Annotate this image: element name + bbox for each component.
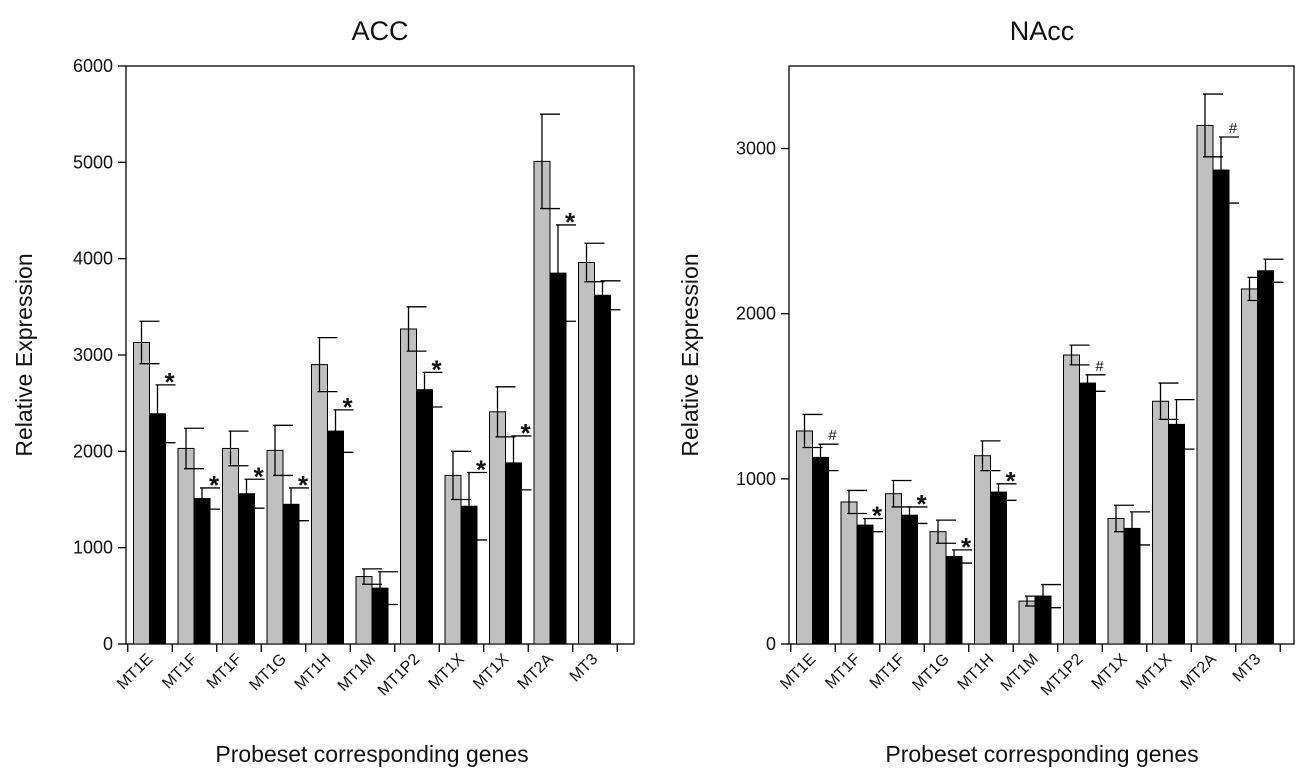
acc-bar	[193, 498, 211, 645]
nacc-y-tick-label: 0	[766, 634, 776, 654]
nacc-bar	[1152, 400, 1169, 645]
acc-y-tick-label: 3000	[73, 345, 113, 365]
nacc-bar	[1168, 423, 1185, 645]
nacc-significance-mark: *	[872, 500, 883, 530]
nacc-bar	[885, 493, 902, 645]
nacc-bar	[1107, 517, 1125, 645]
acc-bar	[133, 341, 150, 645]
acc-significance-mark: *	[565, 207, 576, 237]
nacc-category-label: MT3	[1230, 651, 1265, 686]
acc-significance-mark: *	[253, 461, 264, 491]
nacc-bar	[1018, 600, 1036, 645]
acc-category-label: MT2A	[515, 651, 557, 693]
nacc-panel: NAcc Relative Expression Probeset correspo…	[677, 16, 1295, 767]
acc-significance-mark: *	[342, 392, 353, 422]
nacc-category-label: MT1F	[822, 651, 864, 693]
acc-bar	[311, 364, 328, 645]
acc-title: ACC	[351, 16, 408, 46]
acc-y-tick-label: 2000	[73, 441, 113, 461]
nacc-y-tick-label: 1000	[736, 469, 776, 489]
acc-category-label: MT3	[567, 651, 602, 686]
nacc-y-tick-label: 3000	[736, 139, 776, 159]
acc-significance-mark: *	[520, 418, 531, 448]
nacc-bar	[840, 501, 858, 645]
nacc-category-label: MT1G	[909, 651, 952, 694]
nacc-bar	[901, 514, 918, 645]
acc-panel: ACC Relative Expression Probeset correspon…	[11, 16, 635, 767]
nacc-category-label: MT1X	[1089, 651, 1131, 693]
acc-y-axis-label: Relative Expression	[11, 253, 37, 456]
nacc-bar	[1212, 169, 1230, 645]
nacc-y-axis-label: Relative Expression	[677, 253, 703, 456]
acc-significance-mark: *	[431, 354, 442, 384]
nacc-bar	[1241, 288, 1258, 645]
acc-significance-mark: *	[209, 470, 220, 500]
acc-y-tick-label: 0	[103, 634, 113, 654]
acc-bar	[238, 493, 255, 645]
acc-category-label: MT1P2	[375, 651, 424, 700]
nacc-category-label: MT2A	[1178, 651, 1220, 693]
acc-category-label: MT1H	[292, 651, 335, 694]
nacc-bar	[812, 456, 829, 645]
acc-bar	[355, 576, 373, 645]
nacc-significance-mark: *	[1005, 466, 1016, 496]
nacc-significance-mark: #	[1095, 358, 1104, 375]
acc-y-tick-label: 5000	[73, 152, 113, 172]
acc-y-tick-label: 1000	[73, 538, 113, 558]
acc-bar	[549, 272, 567, 645]
nacc-bar	[974, 455, 991, 645]
acc-bar	[400, 328, 417, 645]
acc-category-label: MT1X	[470, 651, 512, 693]
nacc-significance-mark: *	[916, 489, 927, 519]
nacc-bar	[929, 531, 947, 645]
nacc-category-label: MT1F	[867, 651, 909, 693]
acc-category-label: MT1F	[159, 651, 201, 693]
acc-bar	[444, 474, 462, 645]
nacc-bar	[990, 491, 1007, 645]
acc-bar	[533, 160, 551, 645]
nacc-y-tick-label: 2000	[736, 304, 776, 324]
acc-significance-mark: *	[298, 470, 309, 500]
nacc-significance-mark: *	[961, 532, 972, 562]
nacc-category-label: MT1P2	[1038, 651, 1087, 700]
nacc-bar	[1079, 382, 1096, 645]
acc-category-label: MT1M	[335, 651, 379, 695]
acc-y-tick-label: 4000	[73, 249, 113, 269]
acc-bar	[416, 389, 433, 645]
acc-bar	[177, 447, 195, 645]
acc-y-tick-label: 6000	[73, 56, 113, 76]
nacc-category-label: MT1M	[998, 651, 1042, 695]
nacc-bar	[1063, 354, 1080, 645]
acc-bar	[327, 430, 344, 645]
acc-bar	[282, 503, 300, 645]
acc-significance-mark: *	[476, 455, 487, 485]
nacc-bar	[1257, 270, 1274, 645]
acc-significance-mark: *	[164, 367, 175, 397]
acc-category-label: MT1X	[426, 651, 468, 693]
nacc-bar	[856, 524, 874, 645]
nacc-title: NAcc	[1010, 16, 1075, 46]
acc-bar	[149, 413, 166, 645]
nacc-significance-mark: #	[1229, 120, 1238, 137]
nacc-bar	[1123, 527, 1141, 645]
nacc-bar	[796, 430, 813, 645]
acc-bar	[578, 262, 595, 645]
nacc-category-label: MT1X	[1133, 651, 1175, 693]
nacc-significance-mark: #	[828, 427, 837, 444]
nacc-x-axis-label: Probeset corresponding genes	[885, 741, 1198, 767]
acc-category-label: MT1F	[204, 651, 246, 693]
acc-category-label: MT1G	[246, 651, 289, 694]
nacc-bar	[1196, 124, 1214, 645]
acc-category-label: MT1E	[114, 651, 156, 693]
nacc-category-label: MT1E	[777, 651, 819, 693]
acc-bar	[222, 447, 239, 645]
acc-x-axis-label: Probeset corresponding genes	[215, 741, 528, 767]
nacc-category-label: MT1H	[955, 651, 998, 694]
acc-bar	[594, 294, 611, 645]
acc-bar	[489, 411, 506, 645]
acc-bar	[266, 449, 284, 645]
nacc-bar	[945, 555, 963, 645]
